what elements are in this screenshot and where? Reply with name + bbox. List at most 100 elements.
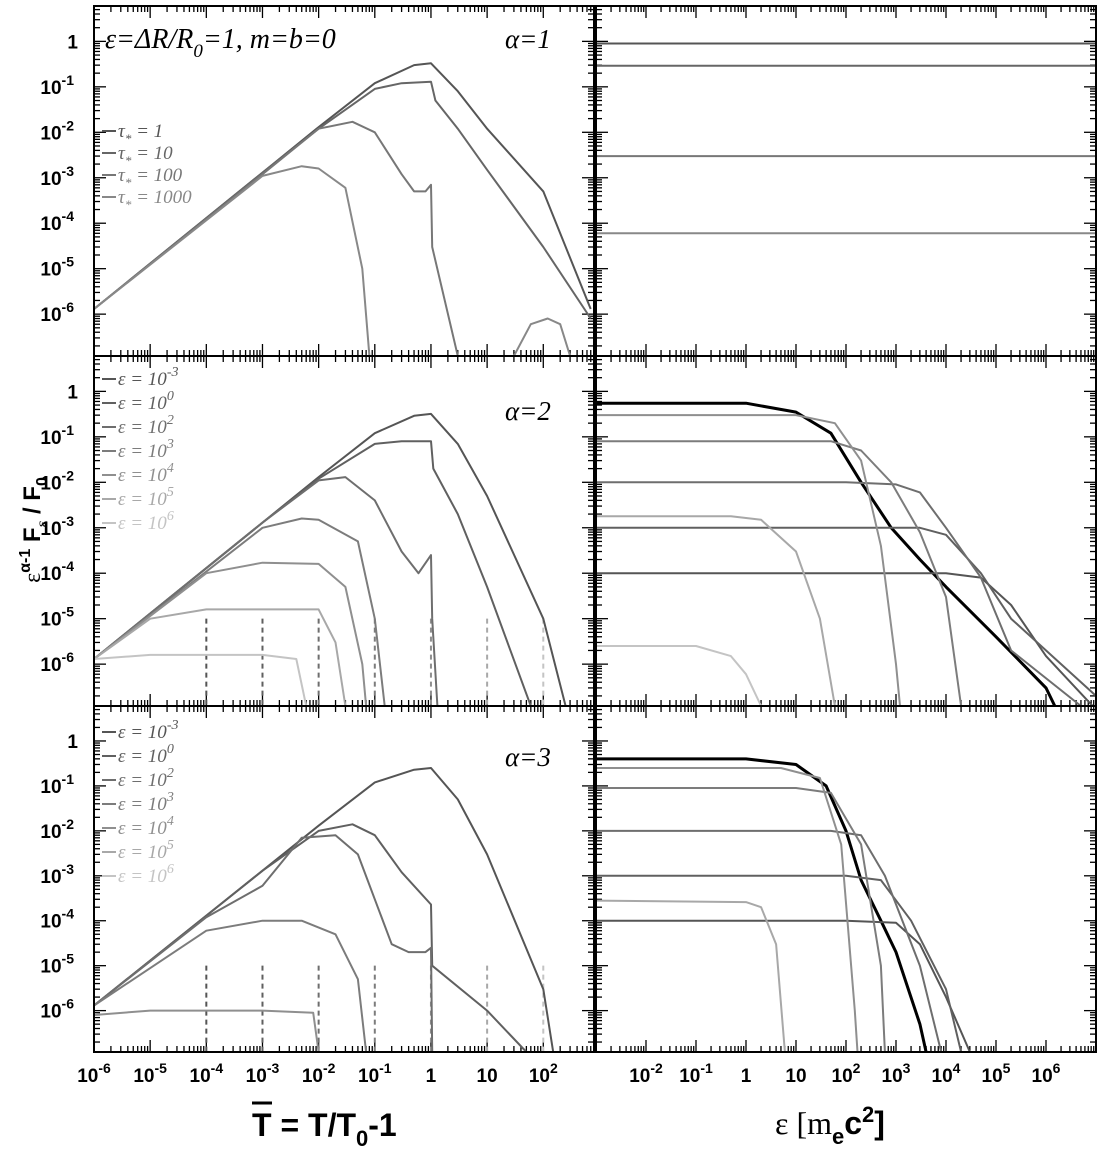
legend-label: ε = 105	[118, 485, 174, 510]
panel-annotation: ε=ΔR/R0=1, m=b=0	[105, 24, 336, 62]
y-tick-label: 10-2	[40, 117, 74, 144]
chart-bottom-left	[93, 705, 595, 1053]
y-tick-label: 10-3	[40, 513, 74, 540]
series-line	[94, 120, 459, 356]
x-tick-label: 1	[426, 1066, 437, 1087]
legend-label: ε = 102	[118, 766, 174, 791]
ticks	[595, 355, 1097, 706]
y-tick-label: 10-1	[40, 72, 74, 99]
series-group	[94, 767, 555, 1052]
series-line	[94, 517, 386, 706]
series-line	[94, 834, 434, 1052]
series-line	[596, 645, 763, 706]
x-tick-label: 10-1	[358, 1060, 392, 1087]
series-line	[94, 165, 371, 356]
series-group	[596, 757, 971, 1052]
legend-label: ε = 104	[118, 461, 174, 486]
x-tick-label: 106	[1032, 1060, 1061, 1087]
y-tick-label: 1	[67, 732, 78, 753]
y-tick-label: 10-3	[40, 861, 74, 888]
legend-label: τ* = 10	[118, 143, 173, 168]
series-line	[94, 767, 555, 1052]
y-tick-label: 10-2	[40, 816, 74, 843]
legend-label: ε = 105	[118, 838, 174, 863]
series-group	[596, 42, 1096, 235]
series-line	[596, 874, 963, 1052]
y-tick-label: 10-1	[40, 422, 74, 449]
x-tick-label: 10	[477, 1066, 498, 1087]
series-line	[596, 757, 928, 1052]
x-tick-label: 1	[741, 1066, 752, 1087]
legend-label: τ* = 1000	[118, 187, 192, 212]
series-line	[596, 526, 1096, 697]
y-tick-label: 10-6	[40, 299, 74, 326]
legend-label: ε = 106	[118, 862, 174, 887]
legend-label: ε = 103	[118, 790, 174, 815]
y-tick-label: 10-4	[40, 208, 74, 235]
y-tick-label: 10-3	[40, 163, 74, 190]
series-line	[596, 572, 1095, 706]
legend-label: ε = 10-3	[118, 365, 178, 390]
y-tick-label: 10-2	[40, 467, 74, 494]
x-tick-label: 10-5	[133, 1060, 167, 1087]
y-tick-label: 10-4	[40, 558, 74, 585]
y-tick-label: 10-1	[40, 771, 74, 798]
x-tick-label: 10	[785, 1066, 806, 1087]
x-tick-label: 10-2	[629, 1060, 663, 1087]
y-tick-label: 10-5	[40, 951, 74, 978]
y-tick-label: 1	[67, 382, 78, 403]
series-line	[94, 608, 347, 706]
y-tick-label: 10-5	[40, 254, 74, 281]
x-tick-label: 10-2	[302, 1060, 336, 1087]
y-tick-label: 10-6	[40, 996, 74, 1023]
chart-middle-right	[595, 355, 1097, 707]
legend-label: ε = 103	[118, 437, 174, 462]
legend-label: ε = 10-3	[118, 718, 178, 743]
series-line	[94, 1009, 320, 1052]
series-line	[596, 515, 836, 706]
series-group	[94, 412, 567, 706]
x-axis-title-left: T = T/T0-1	[252, 1101, 397, 1151]
plot-frame	[595, 5, 1097, 357]
x-tick-label: 10-3	[246, 1060, 280, 1087]
series-line	[596, 787, 886, 1052]
x-tick-label: 102	[529, 1060, 558, 1087]
alpha-label-3: α=3	[505, 742, 551, 772]
chart-bottom-right	[595, 705, 1097, 1053]
x-axis-title-right: ε [mec2]	[775, 1102, 885, 1149]
y-axis-title: εα-1 Fε / F0	[17, 477, 51, 583]
legend-label: ε = 102	[118, 413, 174, 438]
y-tick-label: 10-5	[40, 604, 74, 631]
x-tick-label: 102	[832, 1060, 861, 1087]
chart-top-right	[595, 5, 1097, 357]
y-tick-label: 1	[67, 32, 78, 53]
alpha-label-1: α=1	[505, 24, 551, 54]
series-group	[596, 401, 1096, 706]
x-tick-label: 10-4	[190, 1060, 224, 1087]
x-tick-label: 10-1	[679, 1060, 713, 1087]
legend-label: τ* = 100	[118, 165, 183, 190]
ticks	[595, 5, 1097, 356]
x-tick-label: 10-6	[77, 1060, 111, 1087]
x-tick-label: 105	[982, 1060, 1011, 1087]
chart-top-left	[93, 5, 595, 357]
x-tick-label: 103	[882, 1060, 911, 1087]
legend-label: ε = 104	[118, 814, 174, 839]
panels: 1 10-1 10-2 10-3 10-4 10-5 10-6 1 10-1 10-2 10-3 10…	[40, 5, 1097, 1087]
alpha-label-2: α=2	[505, 396, 551, 426]
legend-label: ε = 106	[118, 509, 174, 534]
series-line	[596, 829, 943, 1052]
svg-text:T = T/T0-1: T = T/T0-1	[252, 1107, 397, 1151]
plot-frame	[595, 355, 1097, 707]
series-line	[596, 414, 901, 706]
y-tick-label: 10-4	[40, 906, 74, 933]
y-tick-label: 10-6	[40, 649, 74, 676]
series-line	[596, 440, 963, 706]
series-line	[596, 401, 1057, 706]
series-line	[596, 481, 1082, 706]
series-line	[94, 653, 308, 706]
